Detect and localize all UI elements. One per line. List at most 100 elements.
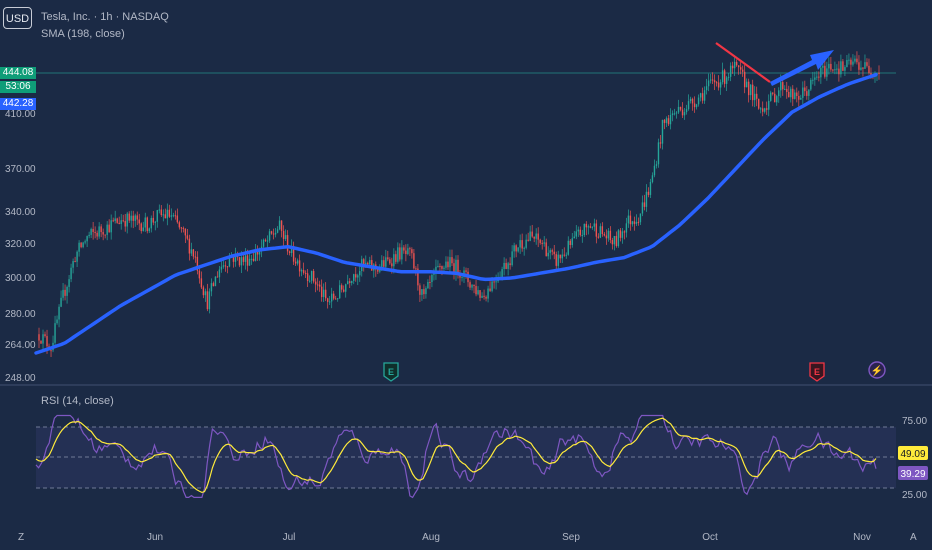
candle-body	[543, 242, 545, 244]
svg-text:⚡: ⚡	[871, 364, 883, 377]
candle-body	[567, 240, 569, 255]
earnings-marker[interactable]: E	[809, 362, 825, 382]
candle-body	[178, 222, 181, 228]
candle-body	[359, 271, 361, 276]
split-marker[interactable]: ⚡	[868, 361, 886, 379]
earnings-marker[interactable]: E	[383, 362, 399, 382]
candle-body	[256, 251, 259, 255]
candle-body	[509, 263, 511, 266]
candle-body	[80, 242, 82, 248]
candle-body	[790, 88, 792, 98]
candle-body	[846, 60, 848, 68]
candle-body	[194, 256, 197, 258]
candle-body	[210, 283, 213, 292]
candle-body	[104, 234, 106, 236]
candle-body	[597, 236, 600, 238]
candle-body	[780, 82, 782, 91]
zoom-glyph[interactable]: Z	[18, 532, 24, 543]
candle-body	[320, 286, 323, 298]
candle-body	[595, 223, 598, 237]
drawn-blue-arrow[interactable]	[770, 50, 834, 86]
candle-body	[268, 231, 271, 241]
rsi-ma-tag	[898, 446, 928, 460]
candle-body	[577, 229, 579, 232]
candle-body	[200, 278, 203, 288]
candle-body	[607, 230, 610, 239]
candle-body	[703, 90, 706, 101]
candle-body	[393, 254, 395, 267]
candle-body	[691, 98, 694, 104]
candle-body	[754, 93, 756, 101]
candle-body	[816, 76, 818, 78]
candle-body	[770, 92, 772, 101]
time-axis-label: Aug	[422, 532, 440, 543]
candle-body	[679, 106, 682, 110]
candle-body	[764, 108, 766, 112]
candle-body	[118, 222, 120, 225]
candle-body	[687, 101, 690, 110]
candle-body	[439, 266, 441, 268]
auto-scale-glyph[interactable]: A	[910, 532, 917, 543]
candle-body	[641, 202, 644, 214]
candle-body	[427, 281, 429, 289]
candle-body	[56, 319, 58, 324]
candle-body	[152, 217, 154, 223]
candle-body	[60, 297, 62, 307]
candle-body	[423, 289, 425, 295]
candle-body	[756, 93, 758, 99]
drawn-red-trendline[interactable]	[715, 42, 771, 83]
candle-body	[487, 288, 489, 299]
candle-body	[479, 290, 481, 298]
candle-body	[347, 281, 349, 285]
candle-body	[220, 266, 223, 270]
candle-body	[451, 257, 453, 264]
candle-body	[198, 270, 201, 279]
candle-body	[232, 256, 235, 262]
candle-body	[365, 262, 367, 264]
rsi-value: 39.29	[900, 469, 925, 480]
currency-button[interactable]: USD	[3, 7, 32, 29]
candle-body	[864, 62, 866, 69]
candle-body	[605, 235, 608, 239]
candle-body	[581, 235, 583, 237]
candle-body	[852, 61, 854, 65]
candle-body	[72, 261, 74, 268]
candle-body	[322, 289, 325, 298]
candle-body	[212, 283, 215, 287]
candle-body	[585, 223, 588, 228]
rsi-title[interactable]: RSI (14, close)	[41, 395, 114, 407]
candle-body	[473, 284, 475, 287]
candle-body	[240, 257, 243, 266]
candle-body	[328, 301, 331, 303]
candle-body	[435, 266, 437, 273]
candle-body	[713, 80, 716, 83]
candle-body	[758, 98, 760, 109]
candle-body	[335, 298, 337, 300]
candle-body	[204, 291, 207, 296]
candle-body	[381, 260, 383, 267]
candle-body	[172, 215, 175, 217]
candle-body	[292, 246, 295, 262]
candle-body	[589, 226, 592, 228]
candle-body	[637, 221, 640, 223]
candle-body	[333, 293, 335, 299]
candle-body	[583, 223, 585, 236]
candle-body	[258, 251, 261, 255]
candle-body	[657, 142, 660, 165]
candle-body	[854, 58, 856, 62]
candle-body	[683, 112, 686, 116]
candle-body	[503, 262, 505, 270]
candle-body	[491, 281, 493, 291]
symbol-legend[interactable]: Tesla, Inc. · 1h · NASDAQ	[41, 11, 169, 23]
sma-legend[interactable]: SMA (198, close)	[41, 28, 125, 40]
rsi-lower-label: 25.00	[902, 490, 927, 501]
candle-body	[627, 215, 630, 224]
candle-body	[587, 226, 590, 228]
candle-body	[731, 65, 734, 69]
candle-body	[337, 298, 339, 300]
candle-body	[569, 240, 571, 245]
candle-body	[84, 241, 86, 243]
candle-body	[798, 95, 800, 100]
candle-body	[804, 87, 806, 92]
